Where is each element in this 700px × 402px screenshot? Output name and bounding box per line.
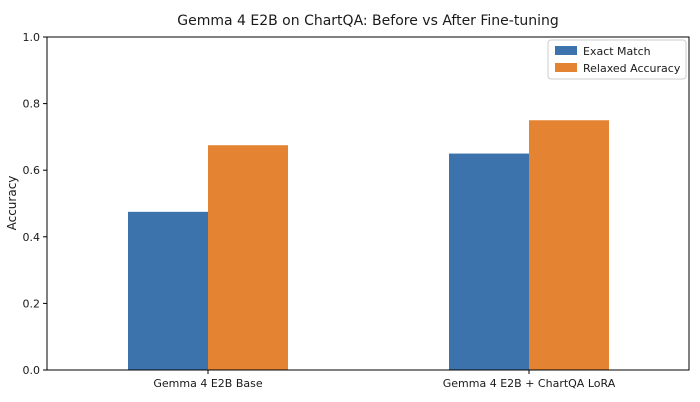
y-tick-label: 0.4 — [23, 231, 41, 244]
legend: Exact Match Relaxed Accuracy — [547, 39, 687, 80]
y-axis-label: Accuracy — [5, 176, 19, 231]
legend-box — [547, 39, 687, 80]
bar-exact-match-0 — [128, 211, 208, 370]
legend-label-relaxed-accuracy: Relaxed Accuracy — [583, 62, 681, 75]
bar-relaxed-accuracy-1 — [529, 120, 609, 370]
legend-label-exact-match: Exact Match — [583, 45, 651, 58]
bar-exact-match-1 — [449, 153, 529, 370]
y-tick-label: 0.8 — [23, 98, 41, 111]
x-ticks-group: Gemma 4 E2B Base Gemma 4 E2B + ChartQA Lo… — [153, 370, 616, 390]
chart-title: Gemma 4 E2B on ChartQA: Before vs After … — [177, 13, 558, 29]
y-tick-label: 1.0 — [23, 31, 41, 44]
x-tick-label: Gemma 4 E2B Base — [153, 377, 262, 390]
y-ticks-group: 0.0 0.2 0.4 0.6 0.8 1.0 — [23, 31, 47, 377]
bars-group — [128, 120, 609, 370]
bar-relaxed-accuracy-0 — [208, 145, 288, 370]
x-tick-label: Gemma 4 E2B + ChartQA LoRA — [443, 377, 616, 390]
plot-frame — [46, 36, 690, 371]
y-tick-label: 0.6 — [23, 164, 41, 177]
y-tick-label: 0.0 — [23, 364, 41, 377]
y-tick-label: 0.2 — [23, 297, 41, 310]
legend-swatch-relaxed-accuracy — [555, 63, 577, 72]
legend-swatch-exact-match — [555, 46, 577, 55]
